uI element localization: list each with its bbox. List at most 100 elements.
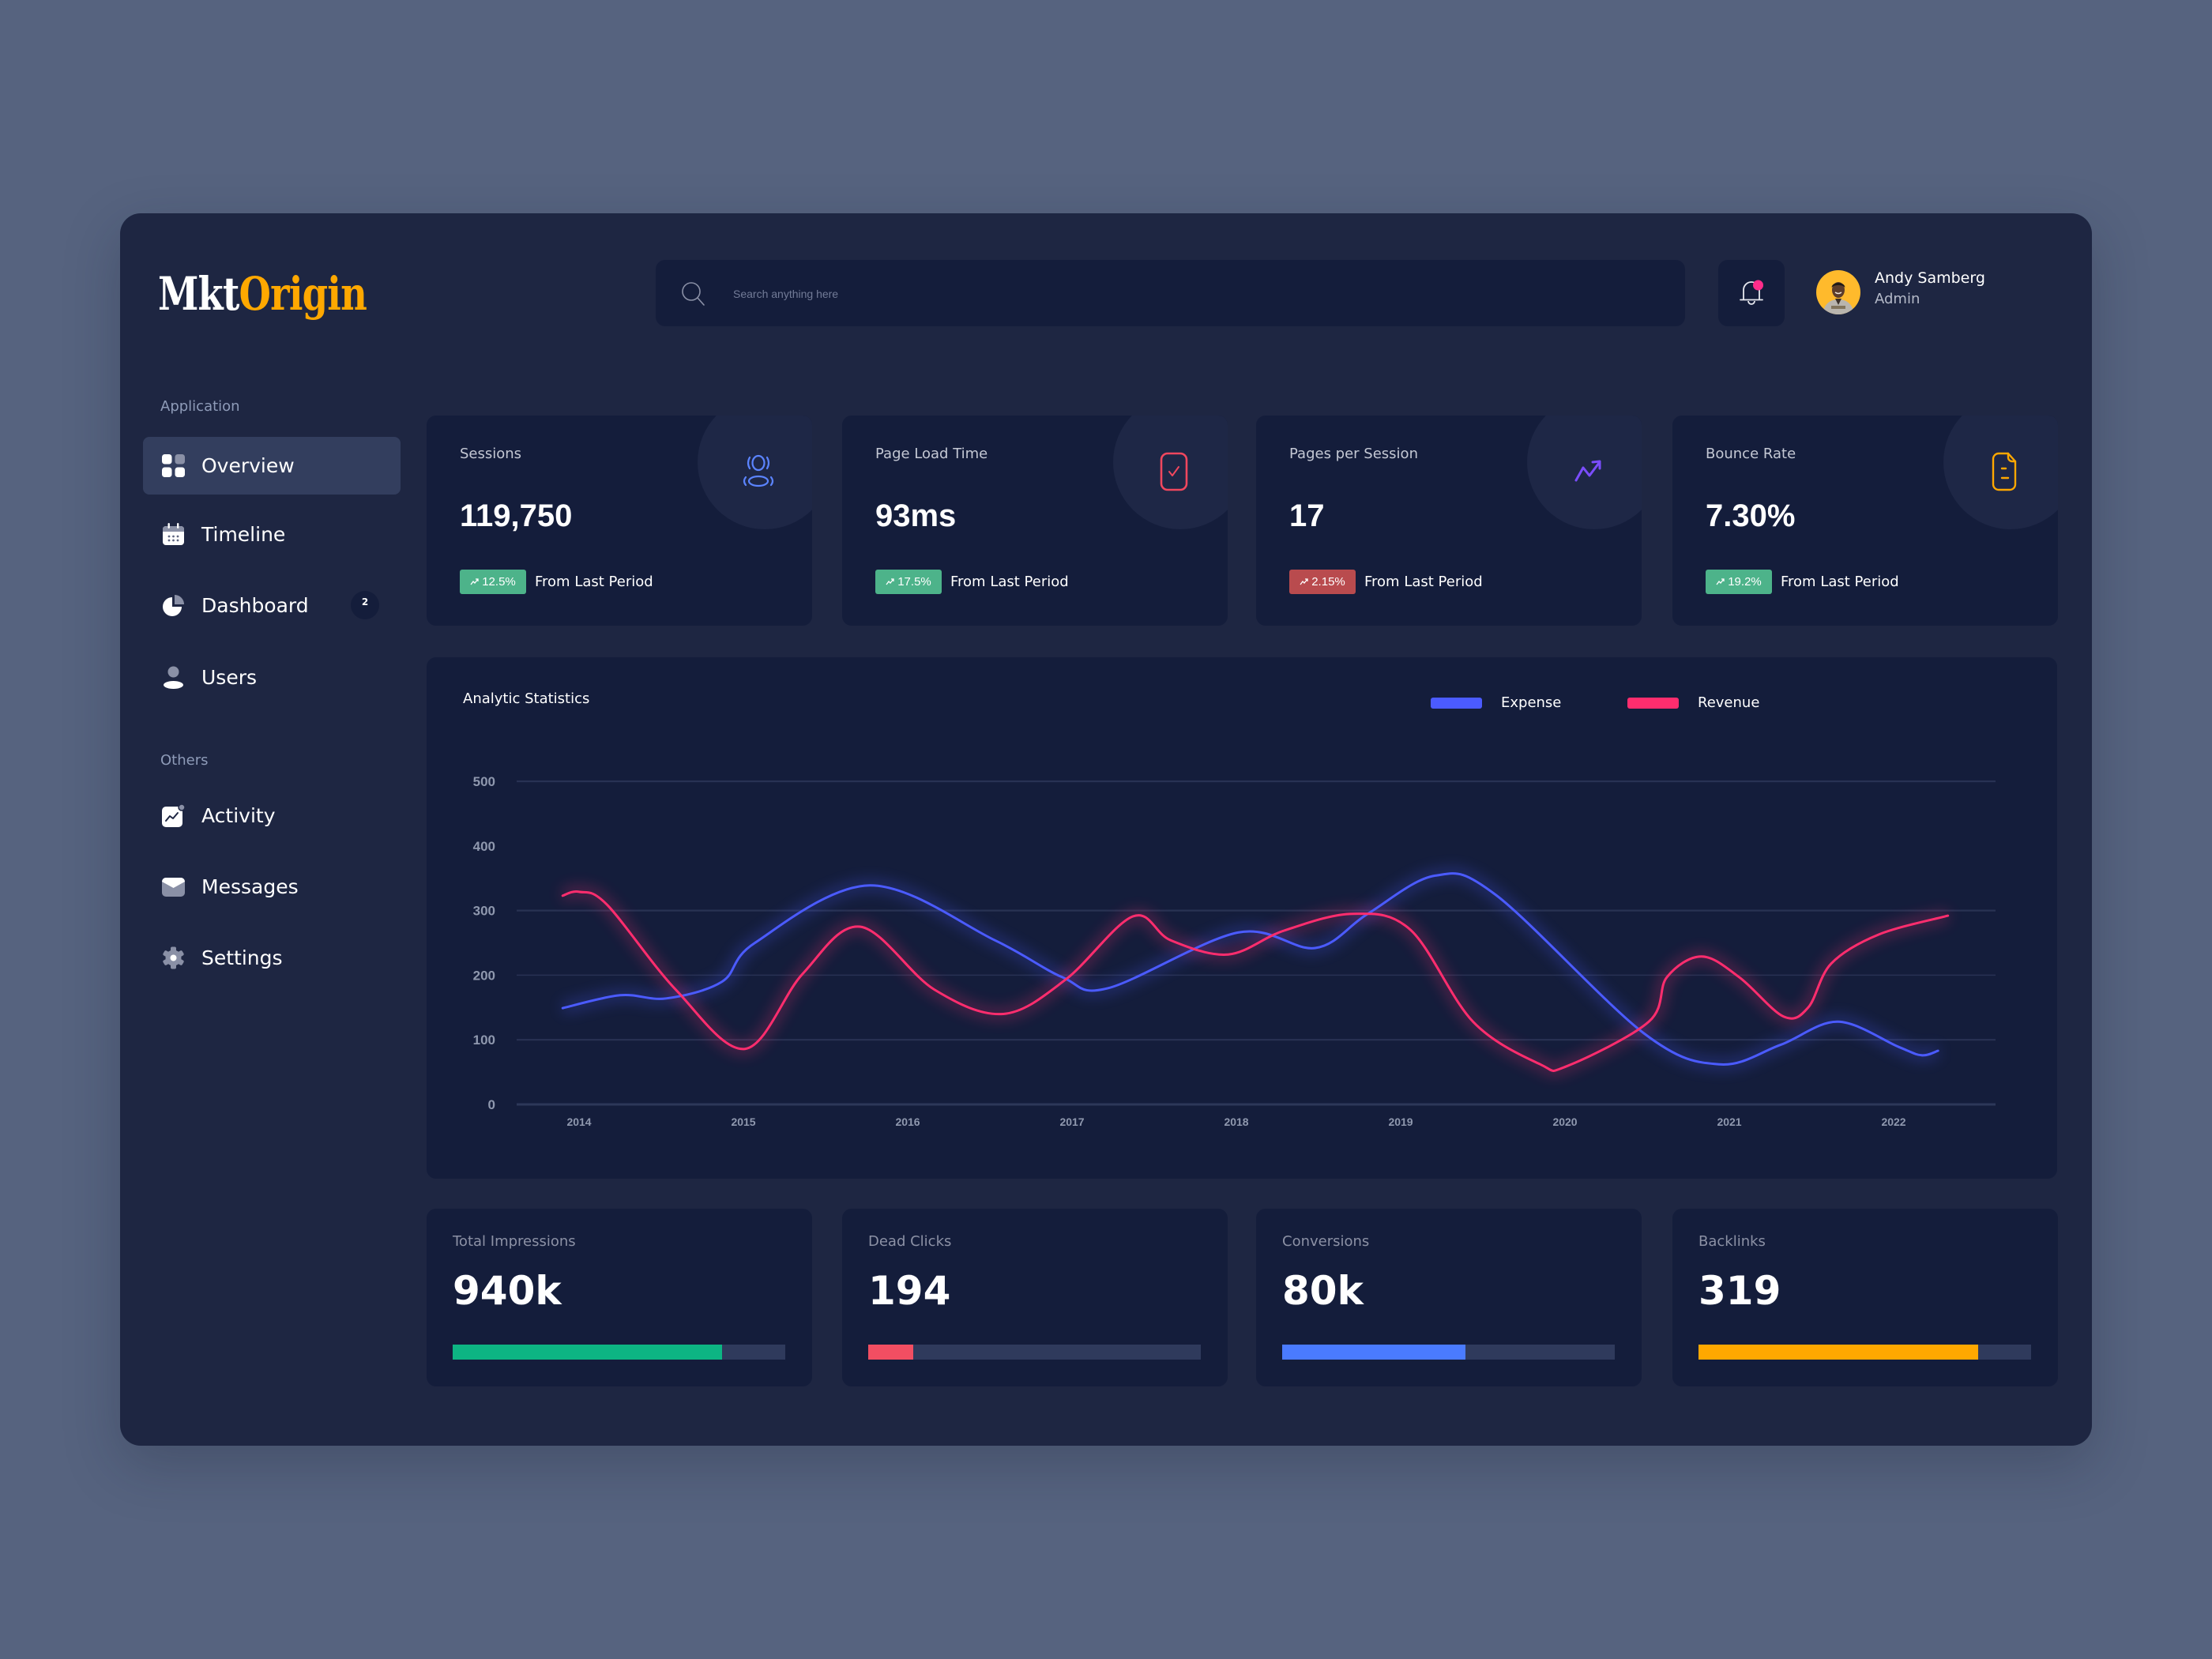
calendar-icon xyxy=(163,523,184,545)
stat-change: 2.15% From Last Period xyxy=(1289,570,1483,594)
progress-track xyxy=(453,1345,785,1360)
change-caption: From Last Period xyxy=(1781,573,1899,590)
series-line-expense[interactable] xyxy=(561,872,1939,1066)
metric-label: Dead Clicks xyxy=(868,1233,952,1250)
change-value: 12.5% xyxy=(482,575,516,589)
y-tick-label: 0 xyxy=(488,1097,495,1112)
change-caption: From Last Period xyxy=(535,573,653,590)
sidebar-item-messages[interactable]: Messages xyxy=(143,858,401,916)
metric-card-dead-clicks: Dead Clicks 194 xyxy=(842,1209,1228,1386)
trend-icon xyxy=(470,578,479,585)
bell-icon xyxy=(1740,280,1763,305)
legend-item-revenue[interactable]: Revenue xyxy=(1627,695,1759,711)
progress-fill xyxy=(868,1345,913,1360)
logo-part-2: Origin xyxy=(239,267,367,321)
sidebar-item-activity[interactable]: Activity xyxy=(143,787,401,845)
x-tick-label: 2021 xyxy=(1717,1115,1741,1128)
stat-label: Pages per Session xyxy=(1289,446,1418,462)
users-icon xyxy=(743,454,774,487)
app-window: MktOrigin Andy Samberg Admin xyxy=(120,213,2092,1446)
sidebar-item-label: Users xyxy=(201,666,258,689)
x-tick-label: 2019 xyxy=(1388,1115,1413,1128)
metric-card-total-impressions: Total Impressions 940k xyxy=(427,1209,812,1386)
change-badge: 12.5% xyxy=(460,570,526,594)
gear-icon xyxy=(163,946,184,969)
change-value: 19.2% xyxy=(1728,575,1762,589)
sidebar-item-dashboard[interactable]: Dashboard 2 xyxy=(143,577,401,634)
pie-chart-icon xyxy=(163,595,184,616)
notification-dot xyxy=(1753,280,1763,291)
progress-track xyxy=(868,1345,1201,1360)
avatar[interactable] xyxy=(1816,270,1860,314)
sidebar-item-label: Messages xyxy=(201,875,299,898)
series xyxy=(560,867,1950,1077)
search-input[interactable] xyxy=(732,260,1667,328)
legend-item-expense[interactable]: Expense xyxy=(1431,695,1561,711)
trend-icon xyxy=(886,578,894,585)
y-tick-label: 200 xyxy=(473,968,495,983)
series-line-revenue[interactable] xyxy=(561,890,1950,1072)
stat-card-pages-per-session: Pages per Session 17 2.15% From Last Per… xyxy=(1256,416,1642,626)
document-icon xyxy=(1992,452,2017,491)
y-tick-label: 300 xyxy=(473,904,495,919)
sidebar-item-label: Timeline xyxy=(201,523,286,546)
stat-label: Page Load Time xyxy=(875,446,988,462)
x-tick-label: 2015 xyxy=(731,1115,755,1128)
stat-card-bounce-rate: Bounce Rate 7.30% 19.2% From Last Period xyxy=(1672,416,2058,626)
sidebar-item-label: Settings xyxy=(201,946,283,969)
change-badge: 19.2% xyxy=(1706,570,1772,594)
trend-icon xyxy=(1716,578,1725,585)
x-axis-ticks: 2014 2015 2016 2017 2018 2019 2020 2021 2022 xyxy=(566,1115,1905,1128)
x-tick-label: 2014 xyxy=(566,1115,591,1128)
metric-label: Conversions xyxy=(1282,1233,1370,1250)
analytics-chart-card: 0 100 200 300 400 500 2014 2015 2016 2017 2018 201… xyxy=(427,657,2057,1179)
sidebar-item-timeline[interactable]: Timeline xyxy=(143,506,401,563)
y-tick-label: 400 xyxy=(473,839,495,854)
stat-change: 19.2% From Last Period xyxy=(1706,570,1899,594)
change-value: 2.15% xyxy=(1311,575,1345,589)
stat-value: 17 xyxy=(1289,498,1325,533)
sidebar-item-label: Activity xyxy=(201,804,276,827)
trending-up-icon xyxy=(1574,460,1601,482)
sidebar-item-users[interactable]: Users xyxy=(143,649,401,706)
metric-card-backlinks: Backlinks 319 xyxy=(1672,1209,2058,1386)
stat-label: Sessions xyxy=(460,446,522,462)
stat-label: Bounce Rate xyxy=(1706,446,1796,462)
stat-change: 17.5% From Last Period xyxy=(875,570,1069,594)
legend-swatch xyxy=(1627,698,1679,709)
x-tick-label: 2018 xyxy=(1224,1115,1248,1128)
sidebar-item-overview[interactable]: Overview xyxy=(143,437,401,495)
check-square-icon xyxy=(1160,452,1188,491)
user-name[interactable]: Andy Samberg xyxy=(1875,269,1985,287)
x-tick-label: 2017 xyxy=(1059,1115,1084,1128)
logo[interactable]: MktOrigin xyxy=(158,271,367,317)
metric-value: 940k xyxy=(453,1268,562,1314)
change-badge: 17.5% xyxy=(875,570,942,594)
stat-value: 119,750 xyxy=(460,498,573,533)
x-tick-label: 2022 xyxy=(1881,1115,1905,1128)
stat-value: 7.30% xyxy=(1706,498,1796,533)
progress-fill xyxy=(453,1345,722,1360)
mail-icon xyxy=(162,878,185,897)
user-role: Admin xyxy=(1875,291,1920,307)
legend-swatch xyxy=(1431,698,1482,709)
change-caption: From Last Period xyxy=(1364,573,1483,590)
series-glow-revenue xyxy=(560,886,1950,1077)
search-bar[interactable] xyxy=(656,260,1685,328)
notifications-button[interactable] xyxy=(1718,260,1785,326)
search-icon xyxy=(682,282,705,306)
change-value: 17.5% xyxy=(897,575,931,589)
change-caption: From Last Period xyxy=(950,573,1069,590)
y-tick-label: 500 xyxy=(473,774,495,789)
sidebar-item-settings[interactable]: Settings xyxy=(143,929,401,987)
sidebar-section-title-others: Others xyxy=(160,752,209,769)
stat-card-sessions: Sessions 119,750 12.5% From Last Period xyxy=(427,416,812,626)
metric-card-conversions: Conversions 80k xyxy=(1256,1209,1642,1386)
metric-value: 319 xyxy=(1698,1268,1781,1314)
legend-label: Expense xyxy=(1501,694,1562,711)
metric-label: Backlinks xyxy=(1698,1233,1766,1250)
progress-fill xyxy=(1698,1345,1978,1360)
metric-value: 194 xyxy=(868,1268,951,1314)
activity-icon xyxy=(162,804,185,827)
